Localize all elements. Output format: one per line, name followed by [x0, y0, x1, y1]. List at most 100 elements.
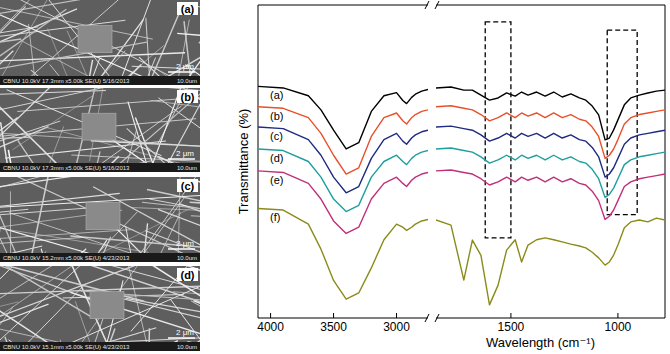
axis-break [425, 1, 429, 9]
info-bar [0, 76, 200, 85]
fiber [156, 266, 200, 314]
fiber [7, 90, 162, 156]
scale-bar [168, 337, 195, 339]
scale-bar [168, 158, 195, 160]
label-patch [269, 110, 284, 122]
fiber [0, 329, 200, 351]
spectrum [258, 86, 428, 149]
fiber [70, 292, 200, 348]
series-label: (f) [270, 211, 280, 223]
label-patch [269, 211, 281, 223]
x-tick-label: 1500 [498, 320, 525, 334]
series-label: (c) [270, 130, 283, 142]
x-axis [436, 318, 665, 319]
field-width: 10.0um [177, 78, 197, 84]
fiber [0, 177, 50, 262]
panel-label: (d) [180, 269, 194, 281]
series-label: (d) [270, 152, 283, 164]
fiber [155, 266, 200, 334]
sem-info: CBNU 10.0kV 15.2mm x5.00k SE(U) 4/23/201… [3, 255, 130, 261]
sem-info: CBNU 10.0kV 15.1mm x5.00k SE(U) 4/23/201… [3, 344, 130, 350]
spectrum [436, 148, 665, 197]
x-tick-label: 1000 [605, 320, 632, 334]
fiber [147, 266, 200, 325]
panel-label: (a) [181, 3, 195, 15]
spectrum [436, 106, 665, 159]
fiber [184, 21, 199, 85]
field-width: 10.0um [177, 344, 197, 350]
fiber [0, 266, 175, 351]
fiber [146, 18, 158, 85]
scale-bar-label: 2 μm [176, 62, 194, 71]
highlight-box [607, 30, 637, 215]
fiber [0, 42, 147, 79]
scale-bar-label: 2 μm [176, 239, 194, 248]
fiber [0, 137, 30, 145]
fiber [164, 88, 200, 104]
series-label: (e) [270, 174, 283, 186]
field-width: 10.0um [177, 165, 197, 171]
label-patch [177, 179, 198, 192]
fiber [54, 88, 200, 172]
fiber [0, 20, 125, 58]
fiber [0, 0, 57, 85]
fiber [10, 191, 11, 262]
highlight-box [485, 22, 511, 238]
fiber [0, 223, 148, 262]
scale-bar-label: 2 μm [176, 149, 194, 158]
sem-image [0, 88, 200, 172]
spectrum [436, 87, 665, 140]
plot-area [258, 86, 428, 299]
info-bar [0, 163, 200, 172]
axis-break [435, 1, 439, 9]
x-axis-title: Wavelength (cm⁻¹) [486, 335, 595, 350]
axis-break [425, 314, 429, 322]
fiber [0, 88, 23, 89]
fiber [113, 91, 200, 172]
label-patch [269, 152, 284, 164]
fiber [151, 100, 200, 135]
spectrum [436, 218, 665, 305]
fiber [177, 33, 200, 59]
sem-image [0, 266, 200, 351]
fiber [0, 121, 60, 162]
x-axis [258, 318, 428, 319]
sem-info: CBNU 10.0kV 17.3mm x5.00k SE(U) 5/16/201… [3, 78, 130, 84]
info-bar [0, 253, 200, 262]
x-tick-label: 3500 [320, 320, 347, 334]
fiber [0, 209, 28, 236]
label-patch [177, 2, 198, 15]
scale-bar-label: 2 μm [176, 328, 194, 337]
label-patch [269, 174, 284, 186]
x-tick [270, 313, 271, 318]
fiber [44, 0, 151, 85]
frame-top [436, 5, 665, 6]
label-patch [269, 130, 284, 142]
crystal [90, 292, 124, 319]
fiber [0, 266, 89, 351]
x-tick-label: 4000 [257, 320, 284, 334]
axis-break [435, 314, 439, 322]
fiber [0, 266, 91, 317]
field-width: 10.0um [177, 255, 197, 261]
fiber [54, 266, 200, 309]
fiber [83, 177, 200, 262]
scale-bar [168, 71, 195, 73]
fiber [173, 292, 200, 315]
series-label: (a) [270, 89, 283, 101]
x-tick [333, 313, 334, 318]
x-tick-label: 3000 [383, 320, 410, 334]
fiber [0, 90, 106, 99]
fiber [17, 0, 200, 85]
spectrum [258, 171, 428, 234]
fiber [0, 6, 26, 85]
panel-label: (c) [181, 180, 195, 192]
spectrum [258, 208, 428, 299]
label-patch [269, 89, 284, 101]
label-patch [177, 90, 198, 103]
sem-info: CBNU 10.0kV 17.3mm x5.00k SE(U) 5/16/201… [3, 165, 130, 171]
fiber [0, 88, 52, 172]
sem-background [0, 0, 200, 85]
x-tick [617, 313, 618, 318]
figure: CBNU 10.0kV 17.3mm x5.00k SE(U) 5/16/201… [0, 0, 670, 354]
